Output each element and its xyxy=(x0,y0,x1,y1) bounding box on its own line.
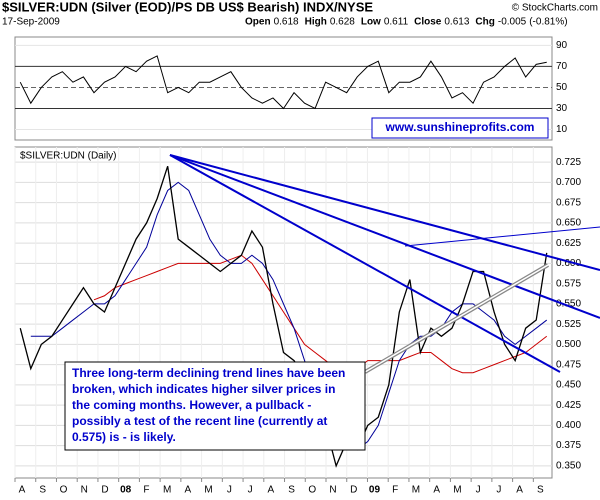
y-tick-label: 0.625 xyxy=(556,238,581,249)
y-tick-label: 0.650 xyxy=(556,218,581,229)
quote: Open 0.618 High 0.628 Low 0.611 Close 0.613 Chg -… xyxy=(245,17,568,28)
y-tick-label: 0.400 xyxy=(556,420,581,431)
y-tick-label: 0.550 xyxy=(556,299,581,310)
quote-value: 0.611 xyxy=(384,17,409,28)
annotation: Three long-term declining trend lines ha… xyxy=(72,366,345,444)
plot: 0.350 0.375 0.400 0.425 0.450 0.475 0.500 0.525… xyxy=(14,40,581,496)
annotation-line: Three long-term declining trend lines ha… xyxy=(72,366,345,380)
x-tick-label: 09 xyxy=(369,485,381,496)
panel-label: $SILVER:UDN (Daily) xyxy=(20,151,117,162)
trend-line xyxy=(404,226,600,247)
x-tick-label: J xyxy=(476,485,481,496)
y-tick-label: 70 xyxy=(556,61,568,72)
x-tick-label: A xyxy=(185,485,192,496)
quote-label: Open xyxy=(245,17,271,28)
x-tick-label: J xyxy=(227,485,232,496)
x-tick-label: D xyxy=(101,485,108,496)
x-tick-label: F xyxy=(143,485,149,496)
y-tick-label: 0.575 xyxy=(556,278,581,289)
trend-lines xyxy=(169,154,600,374)
credit: © StockCharts.com xyxy=(512,3,598,14)
y-tick-label: 0.500 xyxy=(556,339,581,350)
quote-value: 0.628 xyxy=(330,17,355,28)
website: www.sunshineprofits.com xyxy=(385,120,535,134)
x-tick-label: N xyxy=(329,485,336,496)
quote-value: -0.005 xyxy=(498,17,527,28)
moving-average xyxy=(93,254,548,374)
x-tick-label: F xyxy=(392,485,398,496)
annotation-line: broken, which indicates higher silver pr… xyxy=(72,382,335,396)
date: 17-Sep-2009 xyxy=(2,17,60,28)
trend-line xyxy=(169,154,600,319)
annotation-line: the coming months. However, a pullback - xyxy=(72,398,311,412)
x-tick-label: A xyxy=(516,485,523,496)
y-tick-label: 0.350 xyxy=(556,460,581,471)
quote-label: High xyxy=(305,17,327,28)
change-pct: (-0.81%) xyxy=(529,17,567,28)
y-tick-label: 0.475 xyxy=(556,359,581,370)
x-tick-label: S xyxy=(537,485,544,496)
website-box xyxy=(371,117,549,139)
y-tick-label: 90 xyxy=(556,40,568,51)
y-tick-label: 0.425 xyxy=(556,400,581,411)
y-tick-label: 50 xyxy=(556,82,568,93)
quote-value: 0.613 xyxy=(444,17,469,28)
x-tick-label: A xyxy=(267,485,274,496)
y-tick-label: 10 xyxy=(556,124,568,135)
price-line xyxy=(19,165,548,468)
y-tick-label: 30 xyxy=(556,103,568,114)
y-tick-label: 0.450 xyxy=(556,380,581,391)
y-tick-label: 0.700 xyxy=(556,177,581,188)
annotation-box xyxy=(64,361,366,451)
y-tick-label: 0.525 xyxy=(556,319,581,330)
x-tick-label: O xyxy=(308,485,316,496)
quote-label: Close xyxy=(414,17,442,28)
x-tick-label: M xyxy=(412,485,420,496)
chart-title: $SILVER:UDN (Silver (EOD)/PS DB US$ Bear… xyxy=(2,0,373,14)
quote-label: Chg xyxy=(475,17,494,28)
y-tick-label: 0.725 xyxy=(556,157,581,168)
x-tick-label: D xyxy=(350,485,357,496)
y-tick-label: 0.675 xyxy=(556,197,581,208)
x-tick-label: N xyxy=(81,485,88,496)
x-tick-label: O xyxy=(60,485,68,496)
quote-value: 0.618 xyxy=(274,17,299,28)
x-tick-label: J xyxy=(496,485,501,496)
y-tick-label: 0.375 xyxy=(556,440,581,451)
trend-line xyxy=(169,154,600,271)
x-tick-label: M xyxy=(163,485,171,496)
moving-average xyxy=(30,181,548,451)
x-tick-label: 08 xyxy=(120,485,132,496)
rsi-line xyxy=(19,55,547,110)
annotation-line: possibly a test of the recent line (curr… xyxy=(72,414,327,428)
x-tick-label: A xyxy=(19,485,26,496)
x-tick-label: M xyxy=(204,485,212,496)
x-tick-label: M xyxy=(453,485,461,496)
trend-line xyxy=(169,154,561,373)
x-tick-label: S xyxy=(288,485,295,496)
annotation-line: 0.575) is - is likely. xyxy=(72,430,176,444)
x-tick-label: S xyxy=(39,485,46,496)
quote-label: Low xyxy=(361,17,381,28)
x-tick-label: J xyxy=(248,485,253,496)
x-tick-label: A xyxy=(433,485,440,496)
y-tick-label: 0.600 xyxy=(556,258,581,269)
uptrend-line xyxy=(364,264,549,373)
